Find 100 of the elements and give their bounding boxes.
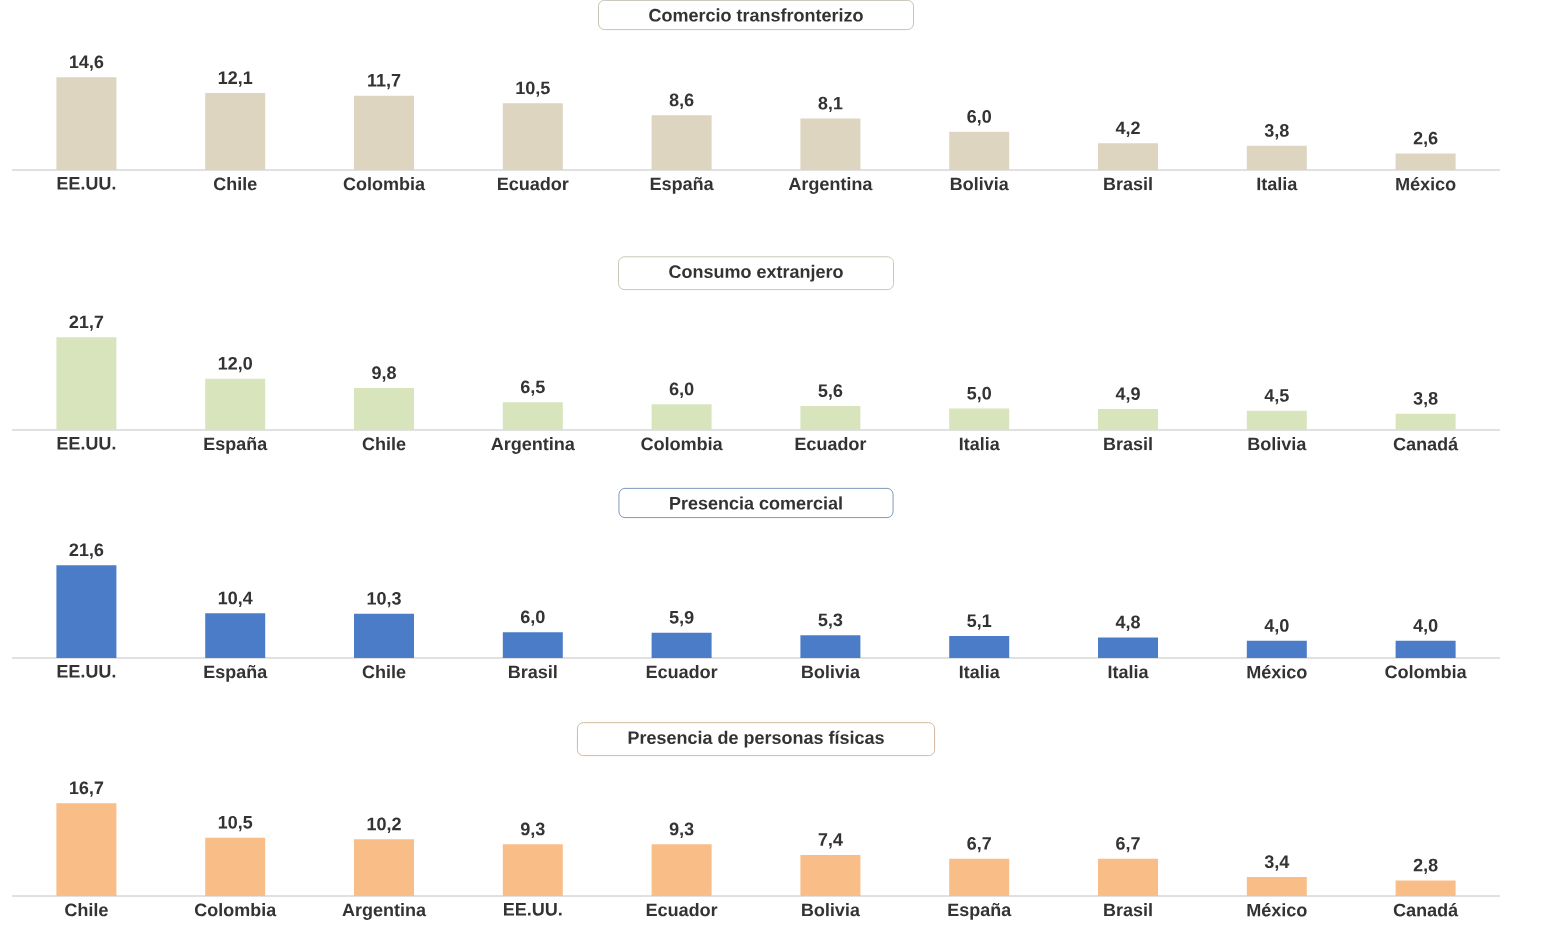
x-tick-label: Brasil — [1104, 177, 1152, 191]
data-label: 4,9 — [1115, 387, 1140, 403]
x-tick-label: Italia — [959, 437, 1000, 451]
bar — [1395, 153, 1456, 170]
bar — [502, 402, 563, 430]
bar — [1246, 410, 1307, 430]
bar — [1246, 877, 1307, 896]
x-tick-label: Ecuador — [646, 665, 718, 679]
data-label: 3,8 — [1264, 124, 1289, 140]
data-label: 10,2 — [367, 817, 401, 833]
x-tick-label: Argentina — [491, 437, 575, 454]
bar — [800, 406, 861, 430]
data-label: 8,6 — [669, 93, 694, 109]
x-tick-label: Bolivia — [802, 903, 861, 917]
x-tick-label: Chile — [65, 903, 108, 917]
bar — [205, 837, 266, 896]
x-tick-label: Argentina — [788, 177, 873, 194]
x-tick-label: Ecuador — [795, 437, 867, 451]
bar — [1246, 640, 1307, 658]
data-label: 5,0 — [967, 386, 991, 403]
data-label: 5,3 — [818, 613, 843, 629]
x-tick-label: Brasil — [1104, 903, 1152, 917]
bar — [651, 844, 712, 896]
data-label: 21,6 — [69, 543, 104, 559]
x-tick-label: Colombia — [1385, 665, 1467, 679]
x-tick-label: Ecuador — [497, 177, 569, 191]
x-tick-label: Bolivia — [950, 177, 1009, 191]
data-label: 2,6 — [1413, 131, 1438, 148]
bar — [800, 118, 861, 170]
data-label: 10,5 — [516, 81, 550, 97]
bar — [502, 632, 563, 658]
x-tick-label: Italia — [1108, 665, 1149, 679]
bar — [56, 337, 117, 430]
data-label: 5,6 — [818, 384, 843, 400]
chart-title: Presencia de personas físicas — [628, 730, 884, 748]
data-label: 3,8 — [1413, 391, 1438, 408]
data-label: 9,3 — [669, 822, 694, 838]
x-tick-label: Brasil — [1104, 437, 1152, 451]
data-label: 4,0 — [1264, 619, 1289, 635]
bar — [205, 378, 266, 430]
data-label: 14,6 — [70, 55, 104, 71]
bar — [354, 388, 415, 430]
bar — [1246, 145, 1307, 170]
bar — [1098, 858, 1159, 896]
bar — [205, 93, 266, 170]
x-tick-label: Colombia — [343, 177, 426, 191]
data-label: 10,3 — [367, 591, 401, 608]
data-label: 16,7 — [70, 781, 104, 797]
data-label: 8,1 — [818, 96, 843, 113]
x-tick-label: Chile — [362, 665, 406, 679]
bar — [1395, 413, 1456, 430]
data-label: 6,7 — [967, 837, 991, 853]
data-label: 6,0 — [520, 610, 545, 626]
x-tick-label: España — [204, 437, 268, 454]
data-label: 7,4 — [818, 833, 843, 849]
x-tick-label: Chile — [213, 177, 257, 191]
chart-title: Comercio transfronterizo — [649, 8, 863, 22]
bar — [949, 858, 1010, 896]
x-tick-label: México — [1247, 665, 1307, 679]
bar — [651, 632, 712, 658]
chart-title: Presencia comercial — [670, 496, 842, 510]
data-label: 4,5 — [1264, 389, 1289, 405]
x-tick-label: Bolivia — [802, 665, 861, 679]
x-tick-label: EE.UU. — [57, 437, 116, 450]
x-tick-label: Italia — [1257, 177, 1298, 191]
bar — [205, 613, 266, 658]
data-label: 2,8 — [1413, 858, 1438, 875]
bar — [56, 565, 117, 658]
bar — [949, 131, 1010, 170]
x-tick-label: Bolivia — [1248, 437, 1307, 451]
bar — [949, 408, 1010, 430]
data-label: 9,3 — [520, 822, 545, 838]
bar — [1098, 143, 1159, 170]
bar — [1098, 409, 1159, 430]
data-label: 21,7 — [69, 315, 104, 331]
bar — [949, 636, 1010, 658]
data-label: 10,5 — [218, 815, 253, 832]
data-label: 4,0 — [1413, 619, 1438, 635]
x-tick-label: España — [948, 903, 1012, 920]
x-tick-label: España — [204, 665, 268, 682]
data-label: 9,8 — [372, 366, 396, 382]
x-tick-label: Italia — [959, 665, 1000, 679]
data-label: 10,4 — [218, 591, 253, 607]
bar — [502, 844, 563, 896]
x-tick-label: EE.UU. — [57, 665, 116, 678]
x-tick-label: México — [1247, 903, 1307, 917]
x-tick-label: Ecuador — [646, 903, 718, 917]
bar — [1395, 640, 1456, 658]
bar — [800, 854, 861, 896]
chart-title: Consumo extranjero — [669, 264, 843, 282]
bar — [354, 839, 415, 896]
x-tick-label: México — [1396, 177, 1456, 191]
bar — [1098, 637, 1159, 658]
data-label: 6,5 — [520, 380, 545, 396]
x-tick-label: EE.UU. — [57, 177, 116, 190]
x-tick-label: Brasil — [508, 665, 557, 679]
data-label: 11,7 — [368, 74, 401, 90]
x-tick-label: Argentina — [342, 903, 427, 920]
x-tick-label: Canadá — [1393, 903, 1459, 917]
x-tick-label: Chile — [362, 437, 406, 451]
